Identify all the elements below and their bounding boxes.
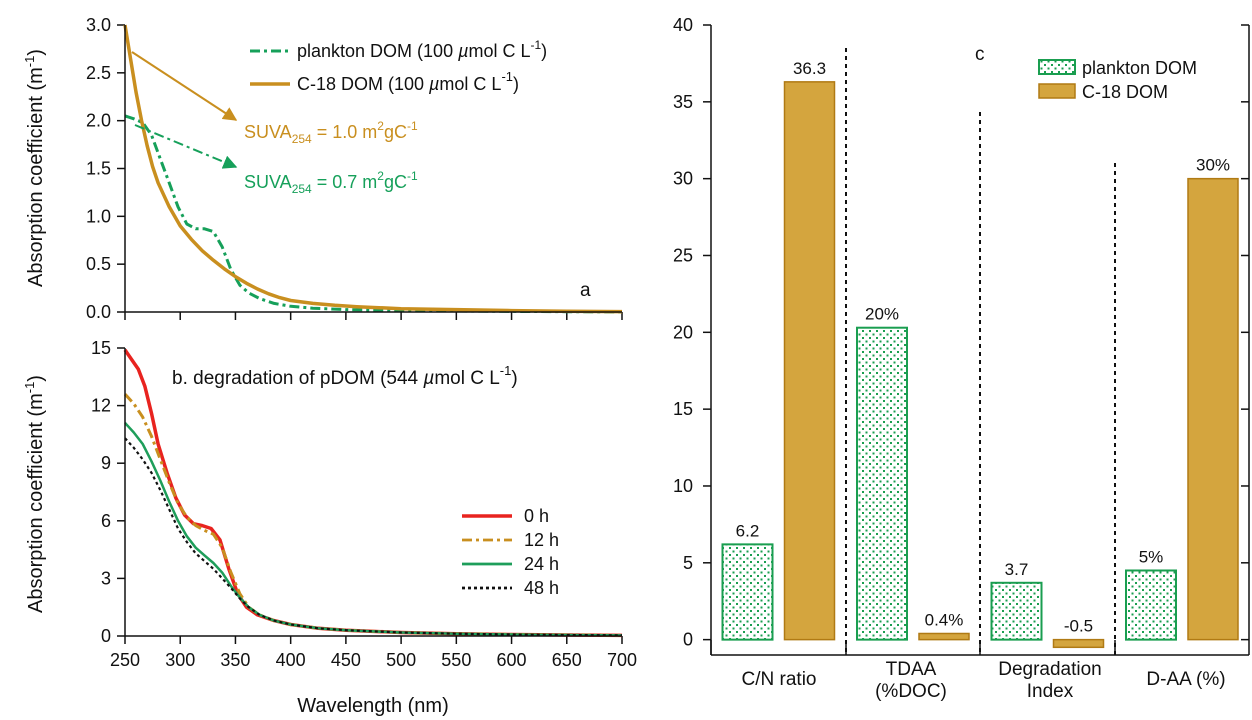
bar-label-1-0: 36.3 — [793, 59, 826, 78]
series-line-1 — [123, 24, 623, 314]
bar-0-3 — [1125, 569, 1177, 641]
x-tick-label: 600 — [497, 650, 527, 670]
bar-1-1 — [918, 632, 970, 641]
panel-c-bars: 6.2 20% 3.7 5% 36.3 0.4% -0.5 30% — [721, 59, 1239, 649]
y-tick-label: 15 — [673, 399, 693, 419]
legend-label-plankton-dom: plankton DOM — [1082, 58, 1197, 78]
y-tick-label: 15 — [91, 338, 111, 358]
category-label-3: D-AA (%) — [1146, 669, 1225, 690]
y-tick-label: 0.0 — [86, 302, 111, 322]
panel-a-series — [123, 24, 623, 314]
y-tick-label: 3.0 — [86, 15, 111, 35]
y-tick-label: 30 — [673, 169, 693, 189]
y-tick-label: 0 — [683, 630, 693, 650]
panel-b-x-axis-title: Wavelength (nm) — [297, 695, 449, 717]
panel-c-legend: plankton DOM C-18 DOM — [1038, 58, 1197, 102]
y-tick-label: 0.5 — [86, 254, 111, 274]
bar-label-0-1: 20% — [865, 305, 899, 324]
legend-label-0: 0 h — [524, 506, 549, 526]
x-tick-label: 650 — [552, 650, 582, 670]
suva-c18-label: SUVA254 = 1.0 m2gC-1 — [244, 119, 418, 146]
bar-label-0-0: 6.2 — [736, 521, 760, 540]
y-tick-label: 6 — [101, 511, 111, 531]
x-tick-label: 300 — [165, 650, 195, 670]
y-tick-label: 3 — [101, 568, 111, 588]
legend-swatch-plankton-dom — [1038, 59, 1076, 75]
panel-b-y-axis-title: Absorption coefficient (m-1) — [22, 375, 47, 613]
panel-b-series — [123, 348, 623, 638]
category-label-2: Degradation — [998, 659, 1102, 680]
bar-0-2 — [990, 581, 1043, 641]
panel-b-legend: 0 h 12 h 24 h 48 h — [462, 506, 559, 598]
x-tick-label: 250 — [110, 650, 140, 670]
legend-label-plankton: plankton DOM (100 µmol C L-1) — [297, 38, 547, 61]
legend-swatch-c18-dom — [1038, 83, 1076, 99]
suva-plankton-arrow — [134, 124, 238, 169]
y-tick-label: 12 — [91, 396, 111, 416]
y-tick-label: 5 — [683, 553, 693, 573]
x-tick-label: 700 — [607, 650, 637, 670]
panel-c-chart: 0 5 10 15 20 25 30 35 40 6.2 20% 3.7 5% 36.3 0.4% -0.5… — [673, 15, 1250, 702]
suva-c18-arrow — [131, 51, 238, 121]
panel-a-chart: 0.0 0.5 1.0 1.5 2.0 2.5 3.0 Absorption coeffic… — [22, 15, 623, 322]
x-tick-label: 500 — [386, 650, 416, 670]
y-tick-label: 1.5 — [86, 159, 111, 179]
bar-1-2 — [1052, 638, 1105, 649]
legend-label-2: 24 h — [524, 554, 559, 574]
panel-c-y-axis: 0 5 10 15 20 25 30 35 40 — [673, 15, 1249, 650]
panel-b-x-axis: 250 300 350 400 450 500 550 600 650 700 — [110, 636, 637, 670]
y-tick-label: 2.5 — [86, 63, 111, 83]
legend-label-3: 48 h — [524, 578, 559, 598]
y-tick-label: 25 — [673, 245, 693, 265]
y-tick-label: 40 — [673, 15, 693, 35]
bar-0-0 — [721, 543, 774, 641]
legend-label-c18: C-18 DOM (100 µmol C L-1) — [297, 69, 519, 94]
y-tick-label: 35 — [673, 92, 693, 112]
series-line-3 — [124, 437, 623, 637]
panel-b-y-axis: 0 3 6 9 12 15 — [91, 338, 125, 646]
panel-a-letter: a — [580, 280, 591, 301]
y-tick-label: 20 — [673, 322, 693, 342]
y-tick-label: 0 — [101, 626, 111, 646]
category-label-0: C/N ratio — [742, 669, 817, 690]
bar-label-1-3: 30% — [1196, 156, 1230, 175]
category-label-2: Index — [1027, 681, 1074, 702]
bar-label-0-2: 3.7 — [1005, 560, 1029, 579]
bar-label-1-1: 0.4% — [925, 610, 964, 629]
category-label-1: TDAA — [886, 659, 937, 680]
x-tick-label: 550 — [441, 650, 471, 670]
suva-plankton-label: SUVA254 = 0.7 m2gC-1 — [244, 169, 418, 196]
panel-a-y-axis: 0.0 0.5 1.0 1.5 2.0 2.5 3.0 — [86, 15, 125, 322]
bar-label-1-2: -0.5 — [1064, 617, 1093, 636]
y-tick-label: 9 — [101, 453, 111, 473]
legend-label-1: 12 h — [524, 530, 559, 550]
panel-b-title: b. degradation of pDOM (544 µmol C L-1) — [172, 363, 518, 389]
category-label-1: (%DOC) — [875, 681, 947, 702]
x-tick-label: 350 — [220, 650, 250, 670]
panel-a-legend: plankton DOM (100 µmol C L-1) C-18 DOM (… — [250, 38, 547, 94]
series-line-0 — [124, 114, 623, 314]
x-tick-label: 450 — [331, 650, 361, 670]
y-tick-label: 10 — [673, 476, 693, 496]
y-tick-label: 2.0 — [86, 111, 111, 131]
panel-a-x-axis-ticks — [124, 312, 623, 320]
panel-c-letter: c — [975, 44, 985, 65]
panel-a-y-axis-title: Absorption coefficient (m-1) — [22, 49, 47, 287]
y-tick-label: 1.0 — [86, 206, 111, 226]
x-tick-label: 400 — [276, 650, 306, 670]
bar-0-1 — [856, 326, 908, 641]
legend-label-c18-dom: C-18 DOM — [1082, 82, 1168, 102]
bar-1-3 — [1187, 177, 1239, 641]
bar-1-0 — [783, 81, 836, 641]
bar-label-0-3: 5% — [1139, 547, 1164, 566]
